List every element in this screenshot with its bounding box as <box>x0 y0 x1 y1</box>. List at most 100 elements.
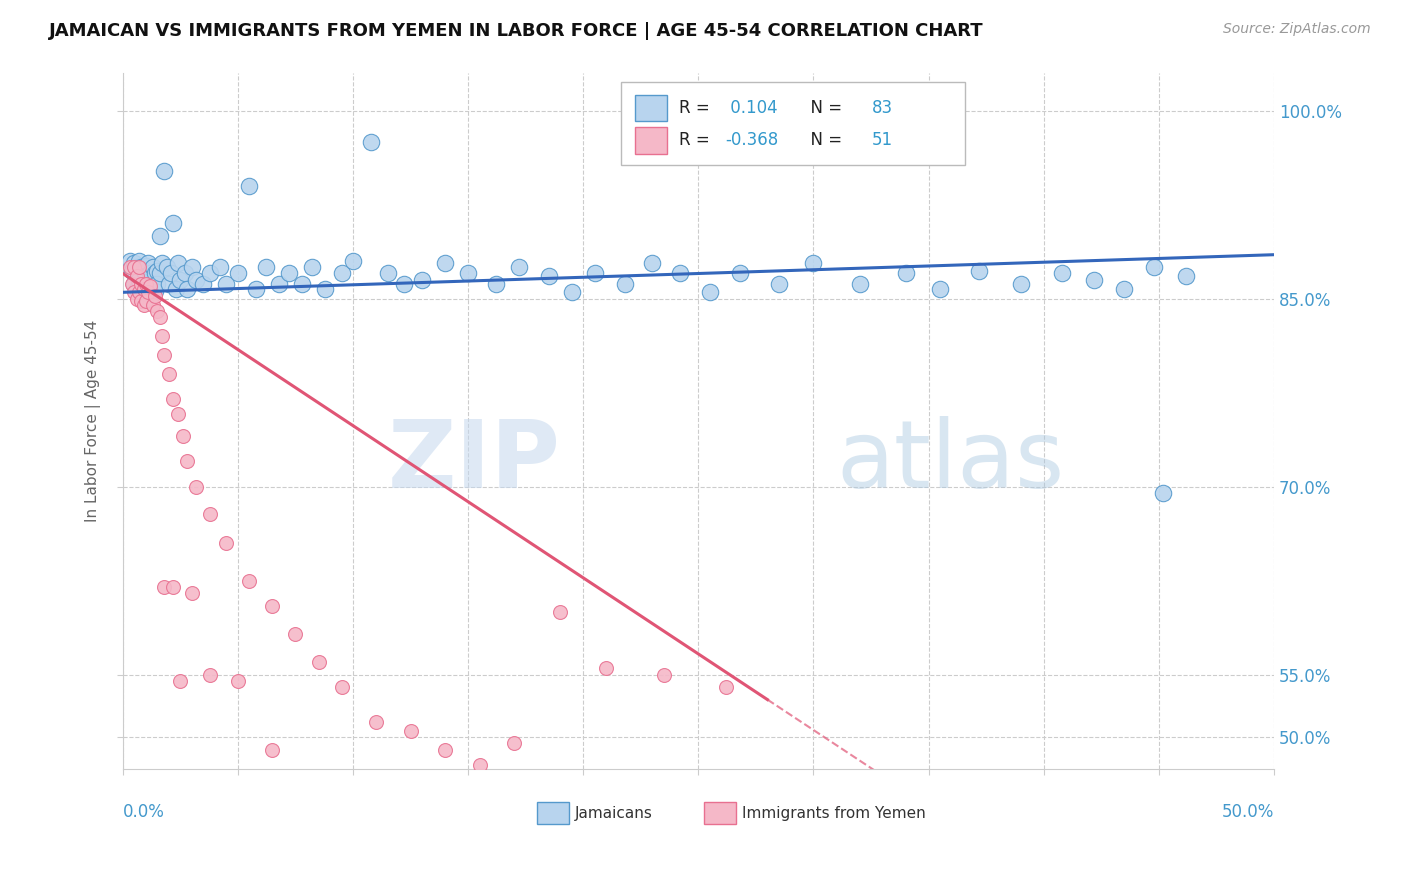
Point <box>215 277 238 291</box>
Point <box>129 277 152 291</box>
Point <box>124 277 146 291</box>
Point <box>135 259 157 273</box>
Point <box>176 454 198 468</box>
Point <box>1050 267 1073 281</box>
Text: -0.368: -0.368 <box>725 131 778 150</box>
Point <box>967 264 990 278</box>
Point <box>150 329 173 343</box>
Point <box>162 216 184 230</box>
Point <box>399 723 422 738</box>
Point <box>142 298 165 312</box>
Point <box>157 367 180 381</box>
Point <box>149 267 172 281</box>
Point <box>200 507 222 521</box>
Point <box>669 267 692 281</box>
Point <box>1175 268 1198 283</box>
FancyBboxPatch shape <box>621 82 966 165</box>
Point <box>364 715 387 730</box>
Text: 50.0%: 50.0% <box>1222 804 1274 822</box>
Point <box>139 267 162 281</box>
Point <box>186 273 208 287</box>
Point <box>176 281 198 295</box>
Point <box>142 260 165 275</box>
Point <box>136 256 159 270</box>
Point <box>1010 277 1032 291</box>
FancyBboxPatch shape <box>704 802 737 824</box>
Point <box>392 277 415 291</box>
Point <box>128 273 150 287</box>
Point <box>143 267 166 281</box>
Point <box>155 260 177 275</box>
Point <box>118 254 141 268</box>
Text: 0.0%: 0.0% <box>122 804 165 822</box>
Point <box>377 267 399 281</box>
Point <box>165 281 187 295</box>
Point <box>153 580 176 594</box>
Point <box>180 260 202 275</box>
Point <box>284 627 307 641</box>
Point <box>129 281 152 295</box>
Point <box>314 281 336 295</box>
Point <box>238 574 260 588</box>
Point <box>728 267 751 281</box>
Point <box>1152 485 1174 500</box>
Text: Jamaicans: Jamaicans <box>575 805 652 821</box>
Point <box>149 310 172 325</box>
Point <box>125 281 148 295</box>
Point <box>136 285 159 300</box>
Point <box>146 264 169 278</box>
Point <box>150 256 173 270</box>
Point <box>160 267 183 281</box>
Point <box>121 277 143 291</box>
Text: ZIP: ZIP <box>388 417 560 508</box>
Point <box>330 680 353 694</box>
Point <box>485 277 508 291</box>
Point <box>269 277 291 291</box>
Text: JAMAICAN VS IMMIGRANTS FROM YEMEN IN LABOR FORCE | AGE 45-54 CORRELATION CHART: JAMAICAN VS IMMIGRANTS FROM YEMEN IN LAB… <box>49 22 984 40</box>
Point <box>167 256 190 270</box>
Point <box>143 289 166 303</box>
Point <box>180 586 202 600</box>
Point <box>208 260 231 275</box>
Point <box>291 277 314 291</box>
Point <box>503 736 526 750</box>
Point <box>342 254 364 268</box>
Text: N =: N = <box>800 131 846 150</box>
Point <box>508 260 530 275</box>
Point <box>135 277 157 291</box>
Point <box>434 743 457 757</box>
Point <box>613 277 636 291</box>
Point <box>537 268 560 283</box>
Point <box>186 479 208 493</box>
Point <box>457 267 479 281</box>
Point <box>215 536 238 550</box>
Text: N =: N = <box>800 99 846 117</box>
Point <box>169 673 191 688</box>
Point <box>135 294 157 309</box>
Point <box>262 599 284 613</box>
Text: atlas: atlas <box>837 417 1064 508</box>
Point <box>583 267 606 281</box>
Point <box>245 281 267 295</box>
Point <box>128 285 150 300</box>
Point <box>162 392 184 406</box>
Point <box>135 277 157 291</box>
Point <box>411 273 433 287</box>
Point <box>308 655 330 669</box>
Point <box>714 680 737 694</box>
Point <box>132 298 155 312</box>
Point <box>262 743 284 757</box>
Point <box>330 267 353 281</box>
Point <box>548 605 571 619</box>
Point <box>125 260 148 275</box>
Point <box>132 281 155 295</box>
Point <box>128 254 150 268</box>
Point <box>169 273 191 287</box>
Point <box>149 228 172 243</box>
Point <box>894 267 917 281</box>
Y-axis label: In Labor Force | Age 45-54: In Labor Force | Age 45-54 <box>86 319 101 522</box>
Point <box>153 163 176 178</box>
Point <box>125 268 148 283</box>
Point <box>238 178 260 193</box>
Point <box>226 267 249 281</box>
